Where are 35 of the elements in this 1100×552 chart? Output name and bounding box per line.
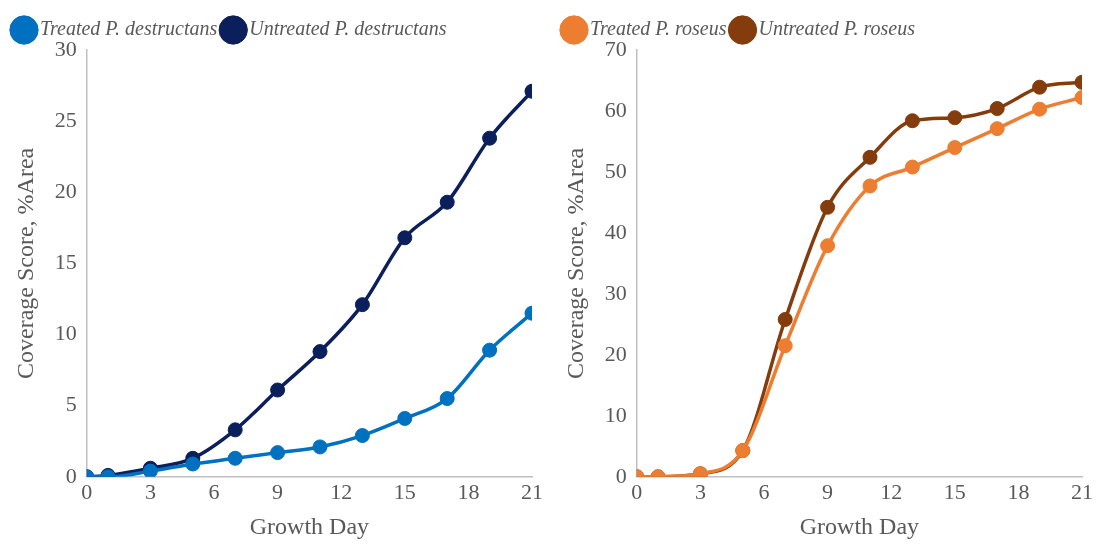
y-tick-label: 5: [65, 391, 77, 417]
y-axis-title: Coverage Score, %Area: [561, 147, 588, 380]
y-tick-label: 0: [65, 462, 77, 488]
x-tick-label: 0: [631, 478, 643, 504]
y-tick-label: 15: [54, 249, 77, 275]
y-tick-label: 10: [54, 320, 77, 346]
x-tick-label: 18: [1007, 478, 1030, 504]
y-tick-label: 20: [604, 340, 627, 366]
x-tick-label: 12: [880, 478, 903, 504]
y-tick-label: 50: [604, 157, 627, 183]
y-tick-label: 10: [604, 401, 627, 427]
x-tick-label: 21: [1071, 478, 1093, 504]
x-tick-label: 18: [457, 478, 480, 504]
legend-label: Untreated P. roseus: [758, 17, 916, 40]
y-tick-label: 40: [604, 218, 627, 244]
x-tick-label: 3: [694, 478, 706, 504]
x-tick-label: 9: [272, 478, 284, 504]
legend-label: Untreated P. destructans: [249, 17, 447, 40]
x-tick-label: 6: [208, 478, 220, 504]
x-tick-label: 15: [943, 478, 966, 504]
y-axis-title: Coverage Score, %Area: [11, 147, 38, 380]
y-tick-label: 25: [54, 106, 77, 132]
y-tick-label: 20: [54, 178, 77, 204]
x-tick-label: 6: [758, 478, 770, 504]
x-axis-title: Growth Day: [249, 512, 370, 539]
y-tick-label: 0: [615, 462, 627, 488]
x-tick-label: 15: [393, 478, 416, 504]
x-tick-label: 12: [330, 478, 353, 504]
x-tick-label: 9: [822, 478, 834, 504]
x-axis-title: Growth Day: [799, 512, 920, 539]
x-tick-label: 0: [81, 478, 93, 504]
y-tick-label: 60: [604, 96, 627, 122]
x-tick-label: 21: [521, 478, 543, 504]
y-tick-label: 30: [604, 279, 627, 305]
x-tick-label: 3: [144, 478, 156, 504]
